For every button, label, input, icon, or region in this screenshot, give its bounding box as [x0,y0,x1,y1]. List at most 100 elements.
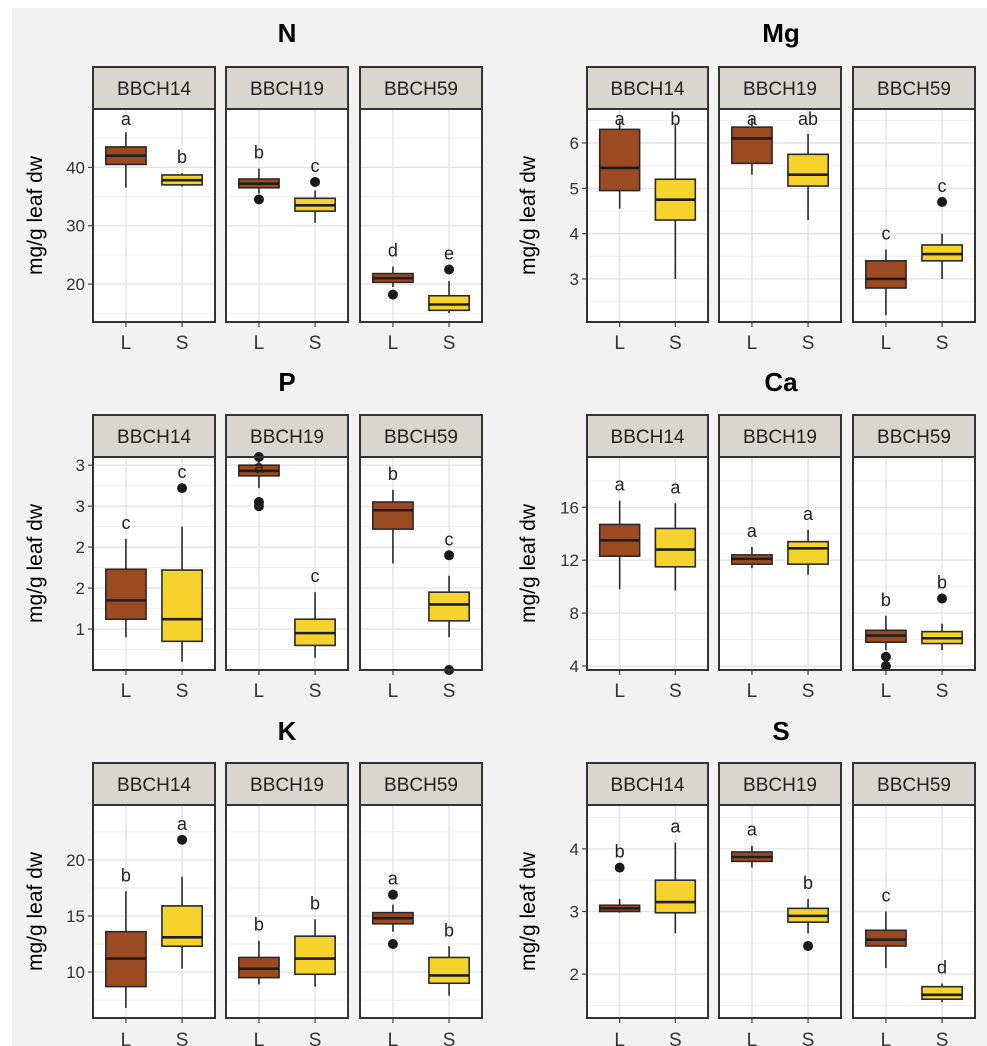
panel-strip-label: BBCH14 [611,427,685,448]
box-iqr [654,879,697,914]
y-tick-label: 3 [570,903,579,922]
box-s: d [921,958,963,1003]
significance-letter: a [747,820,758,840]
box-l: a [731,109,773,175]
significance-letter: c [311,156,320,176]
y-axis-label: mg/g leaf dw [517,503,540,623]
chart-s: Smg/g leaf dw234BBCH14bLaSBBCH19aLbSBBCH… [517,716,976,1046]
box-s: c [161,462,203,662]
chart-ca: Ca mg/g leaf dw 4 8 12 16 BBCH14 a La S BBCH19 a La S… [517,367,976,702]
y-axis-label: mg/g leaf dw [24,503,47,623]
panel-strip-label: BBCH19 [250,427,324,448]
y-tick-label: 16 [560,498,579,517]
x-tick-label: S [802,1030,815,1046]
panel-frame [852,108,976,323]
box-iqr [161,905,203,948]
y-tick-label: 6 [570,134,579,153]
significance-letter: d [388,241,398,261]
panel-strip-label: BBCH14 [117,427,191,448]
panel-strip-label: BBCH19 [250,775,324,796]
panel-plot-area [853,109,975,322]
x-tick-label: S [176,1030,189,1046]
outlier-point [253,194,264,205]
x-tick-label: S [309,333,322,354]
panel-frame [718,108,842,323]
x-tick-label: S [443,681,456,702]
outlier-point [387,889,398,900]
box-s: b [428,920,470,996]
x-tick-label: S [802,333,815,354]
panel-strip-label: BBCH59 [384,79,458,100]
box-l: a [372,869,414,950]
x-tick-label: L [254,333,265,354]
panel-bbch19: BBCH19 a La S [718,414,842,702]
significance-letter: a [747,521,758,541]
panel-bbch14: BBCH14 a Lb S [586,66,709,354]
y-tick-label: 3 [570,270,579,289]
box-iqr [161,569,203,643]
y-tick-label: 20 [66,275,85,294]
y-tick-label: 4 [570,657,579,676]
panel-frame [225,804,349,1019]
y-tick-label: 2 [76,538,85,557]
x-tick-label: S [936,1030,949,1046]
significance-letter: b [937,573,947,593]
outlier-point [880,651,891,662]
box-iqr [598,128,641,192]
outlier-point [444,264,455,275]
panel-bbch59: BBCH59 d Le S [359,66,483,354]
panel-frame [586,804,709,1019]
panel-strip [852,66,976,110]
panel-frame [359,108,483,323]
y-tick-label: 4 [570,225,579,244]
outlier-point [880,661,891,672]
box-l: b [238,915,280,985]
outlier-point [387,939,398,950]
x-tick-label: S [936,333,949,354]
significance-letter: b [444,920,454,940]
panel-plot-area [226,805,348,1018]
box-iqr [428,956,470,985]
box-iqr [105,568,147,621]
box-iqr [865,260,907,289]
box-s: b [161,147,203,187]
x-tick-label: L [747,333,758,354]
chart-title: Ca [764,367,798,397]
box-s: a [654,817,697,934]
box-iqr [654,527,697,568]
box-l: b [238,143,280,205]
outlier-point [177,834,188,845]
panel-plot-area [93,109,215,322]
x-tick-label: L [121,333,132,354]
box-iqr [921,985,963,1001]
x-tick-label: L [881,333,892,354]
box-iqr [428,294,470,312]
x-tick-label: L [881,1030,892,1046]
y-tick-label: 2 [570,965,579,984]
panel-strip-label: BBCH14 [117,775,191,796]
box-l: a [598,475,641,590]
box-l: d [372,241,414,300]
panel-bbch19: BBCH19 b Lb S [225,762,349,1046]
outlier-point [614,862,625,873]
significance-letter: a [177,814,188,834]
y-axis-label: mg/g leaf dw [24,155,47,275]
x-tick-label: S [176,681,189,702]
panel-strip [359,414,483,458]
panel-frame [852,456,976,671]
panel-plot-area [360,109,482,322]
x-tick-label: S [669,681,682,702]
significance-letter: b [254,915,264,935]
box-iqr [731,126,773,165]
x-tick-label: S [443,1030,456,1046]
y-tick-label: 30 [66,217,85,236]
panel-frame [225,108,349,323]
significance-letter: a [670,817,681,837]
x-tick-label: S [936,681,949,702]
panel-frame [359,456,483,671]
x-tick-label: L [254,681,265,702]
panel-bbch14: BBCH14 a La S [586,414,709,702]
x-tick-label: L [388,681,399,702]
